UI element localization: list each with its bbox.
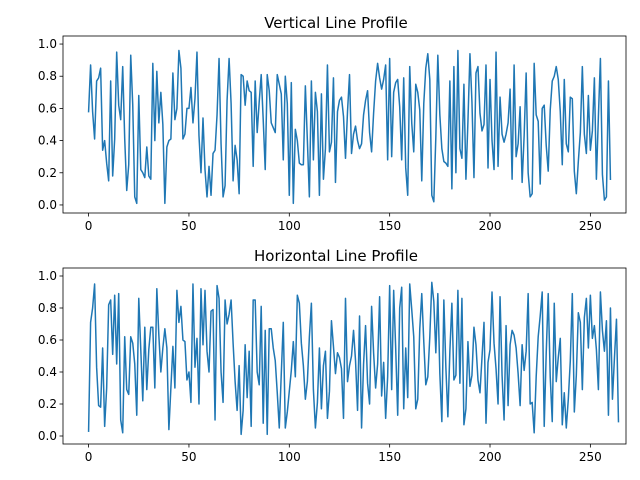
horizontal-profile-y-tick-label: 0.0 [38,429,57,443]
vertical-profile-x-ticks: 0 50 100 150 200 250 [85,213,602,233]
horizontal-profile-axes-frame [62,267,627,445]
vertical-profile-y-tick-label: 1.0 [38,37,57,51]
horizontal-profile-x-tick-label: 250 [579,450,602,464]
vertical-profile-line [87,49,612,205]
vertical-profile-x-tick-label: 50 [181,219,196,233]
horizontal-profile-y-tick-label: 0.8 [38,301,57,315]
vertical-profile-y-tick-label: 0.2 [38,166,57,180]
vertical-profile-y-tick-label: 0.8 [38,69,57,83]
horizontal-profile-y-tick-label: 1.0 [38,269,57,283]
horizontal-profile-subplot: Horizontal Line Profile 0 50 100 150 200 250 … [38,247,627,464]
vertical-profile-x-tick-label: 250 [579,219,602,233]
horizontal-profile-y-tick-label: 0.6 [38,333,57,347]
vertical-profile-y-tick-label: 0.6 [38,101,57,115]
vertical-profile-y-tick-label: 0.0 [38,198,57,212]
vertical-profile-y-ticks: 0.0 0.2 0.4 0.6 0.8 1.0 [38,37,63,212]
horizontal-profile-x-ticks: 0 50 100 150 200 250 [85,444,602,464]
vertical-profile-x-tick-label: 100 [278,219,301,233]
horizontal-profile-x-tick-label: 100 [278,450,301,464]
horizontal-profile-x-tick-label: 200 [479,450,502,464]
vertical-profile-x-tick-label: 150 [378,219,401,233]
horizontal-profile-x-tick-label: 50 [181,450,196,464]
horizontal-profile-line [87,281,620,436]
horizontal-profile-x-tick-label: 150 [378,450,401,464]
horizontal-profile-y-tick-label: 0.2 [38,397,57,411]
horizontal-profile-y-ticks: 0.0 0.2 0.4 0.6 0.8 1.0 [38,269,63,443]
horizontal-profile-y-tick-label: 0.4 [38,365,57,379]
vertical-profile-y-tick-label: 0.4 [38,134,57,148]
horizontal-profile-x-tick-label: 0 [85,450,93,464]
vertical-profile-axes-frame [62,35,627,214]
horizontal-profile-title: Horizontal Line Profile [254,247,418,265]
vertical-profile-x-tick-label: 200 [479,219,502,233]
vertical-profile-subplot: Vertical Line Profile 0 50 100 150 200 250 0.… [38,14,627,233]
vertical-profile-x-tick-label: 0 [85,219,93,233]
vertical-profile-title: Vertical Line Profile [264,14,408,32]
